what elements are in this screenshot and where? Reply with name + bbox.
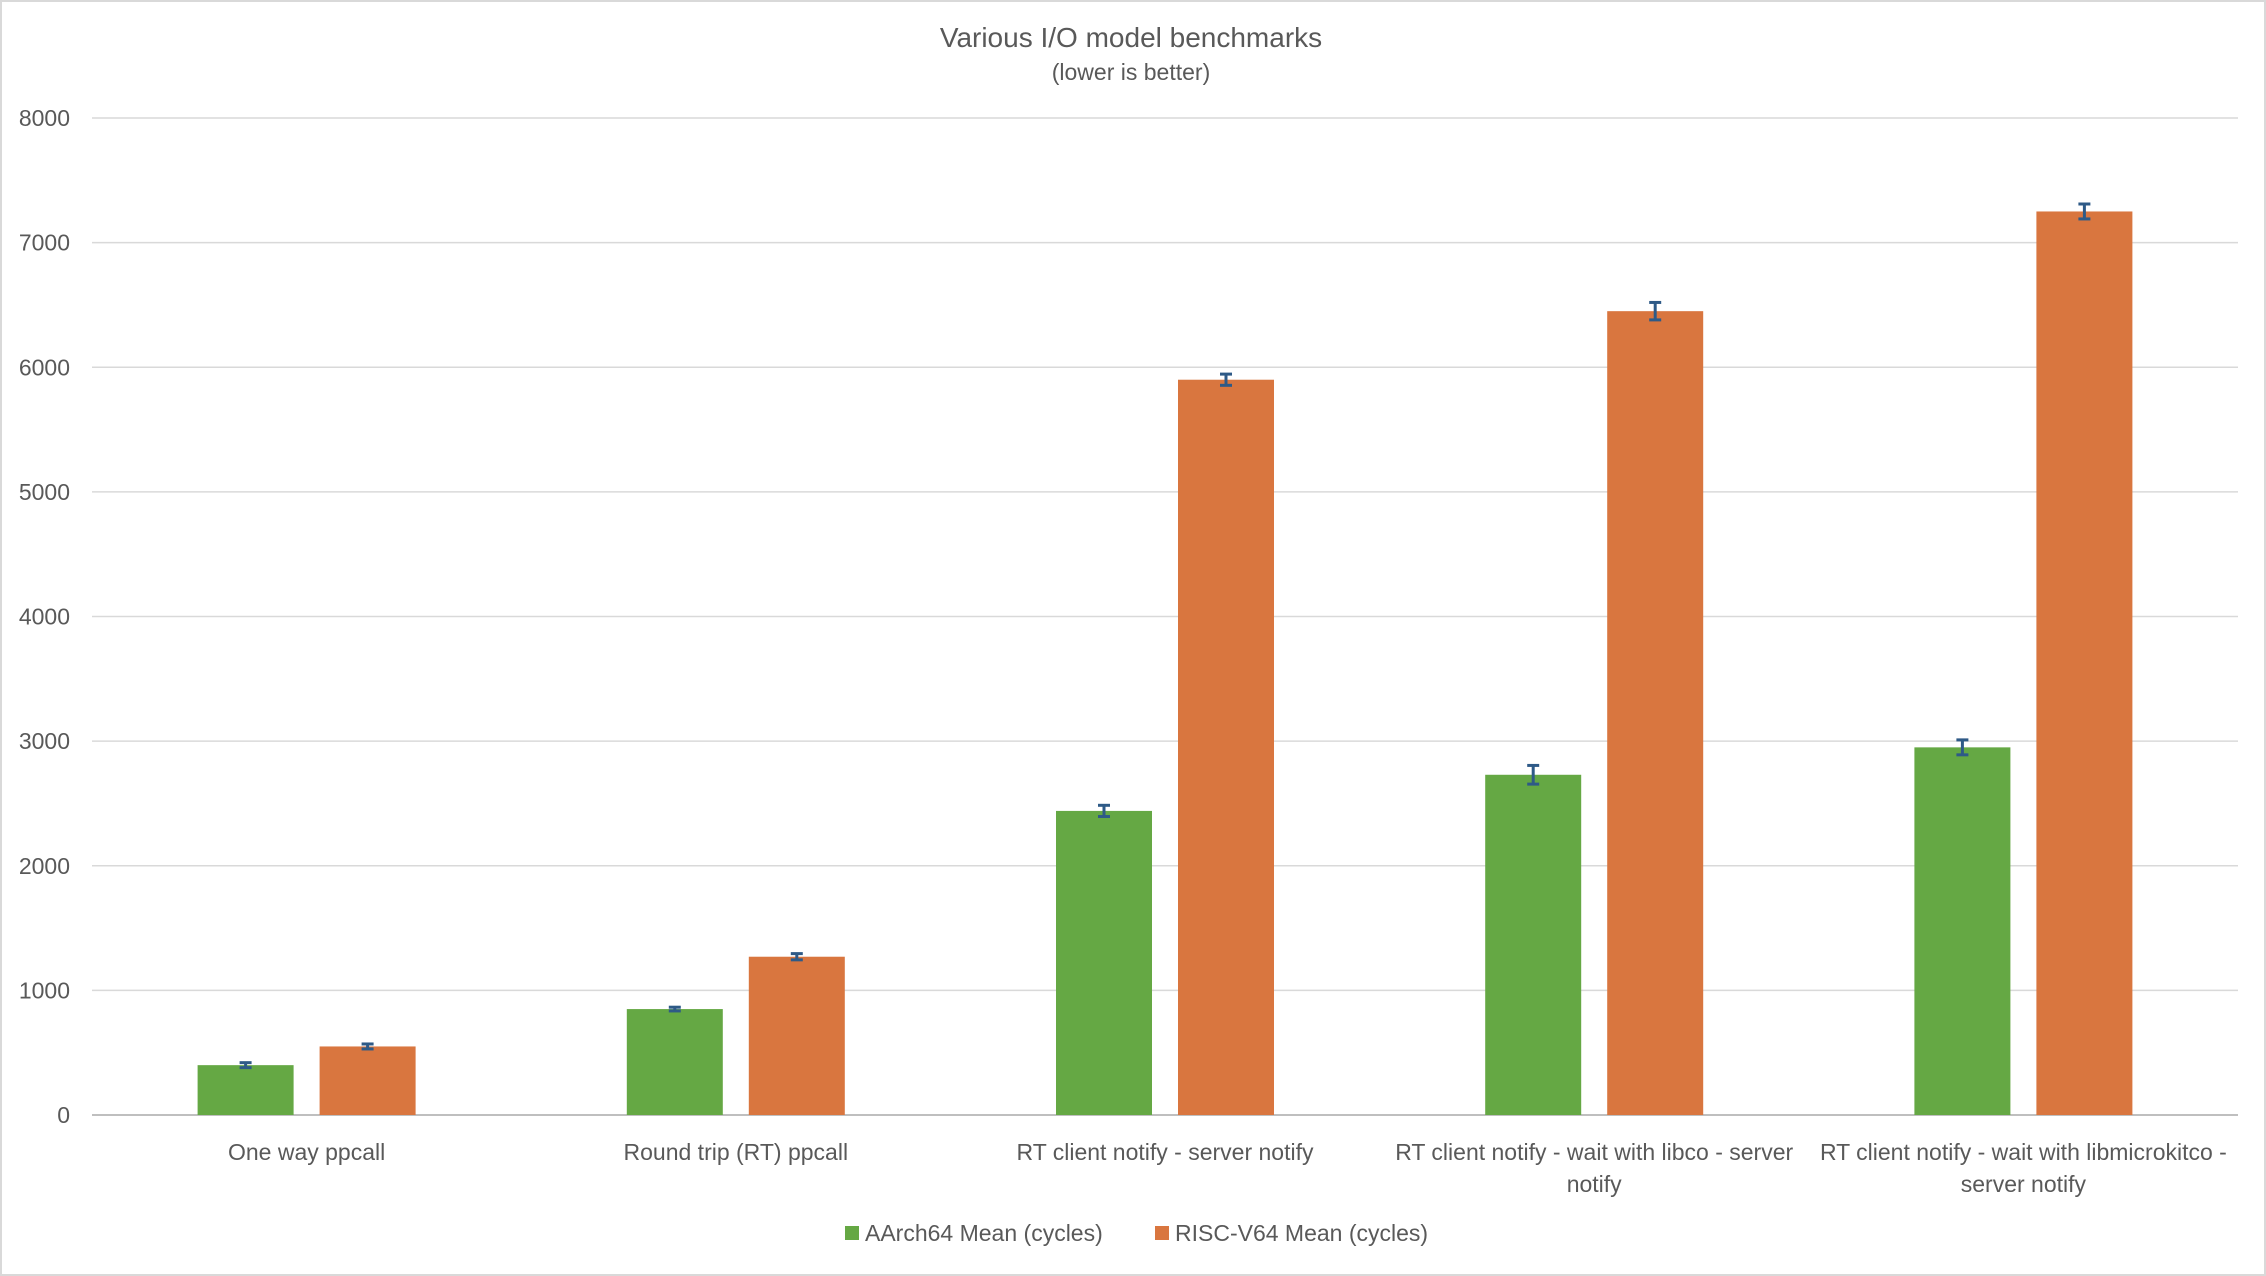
legend-swatch [845, 1226, 859, 1240]
x-tick-label: Round trip (RT) ppcall [624, 1139, 849, 1165]
bar [319, 1046, 416, 1115]
legend: AArch64 Mean (cycles) RISC-V64 Mean (cycl… [845, 1220, 1428, 1246]
legend-label: RISC-V64 Mean (cycles) [1175, 1220, 1428, 1246]
gridlines [92, 117, 2238, 1116]
x-tick-label: One way ppcall [228, 1139, 385, 1165]
chart-title: Various I/O model benchmarks [940, 22, 1322, 53]
y-tick-label: 0 [57, 1102, 70, 1128]
y-tick-label: 6000 [19, 354, 70, 380]
x-axis-labels: One way ppcall Round trip (RT) ppcall RT c… [228, 1139, 2227, 1197]
y-tick-label: 2000 [19, 853, 70, 879]
x-tick-label: notify [1567, 1171, 1622, 1197]
error-bars [239, 202, 2091, 1070]
y-tick-label: 1000 [19, 977, 70, 1003]
bar [2036, 211, 2133, 1115]
chart-subtitle: (lower is better) [1052, 59, 1210, 85]
bar [1056, 810, 1152, 1115]
bar [626, 1009, 723, 1115]
y-tick-label: 8000 [19, 105, 70, 131]
x-tick-label: server notify [1961, 1171, 2087, 1197]
y-axis-ticks: 0 1000 2000 3000 4000 5000 6000 7000 8000 [19, 105, 70, 1128]
x-tick-label: RT client notify - server notify [1017, 1139, 1314, 1165]
bar [1607, 311, 1704, 1115]
bar [197, 1065, 294, 1115]
y-tick-label: 4000 [19, 604, 70, 630]
legend-swatch [1155, 1226, 1169, 1240]
bar [1485, 774, 1582, 1115]
y-tick-label: 7000 [19, 230, 70, 256]
y-tick-label: 3000 [19, 728, 70, 754]
bars [197, 211, 2133, 1115]
legend-label: AArch64 Mean (cycles) [865, 1220, 1103, 1246]
bar [1178, 379, 1274, 1115]
bar [748, 956, 845, 1115]
x-tick-label: RT client notify - wait with libmicrokit… [1820, 1139, 2227, 1165]
y-tick-label: 5000 [19, 479, 70, 505]
bar [1914, 747, 2011, 1115]
x-tick-label: RT client notify - wait with libco - ser… [1395, 1139, 1793, 1165]
